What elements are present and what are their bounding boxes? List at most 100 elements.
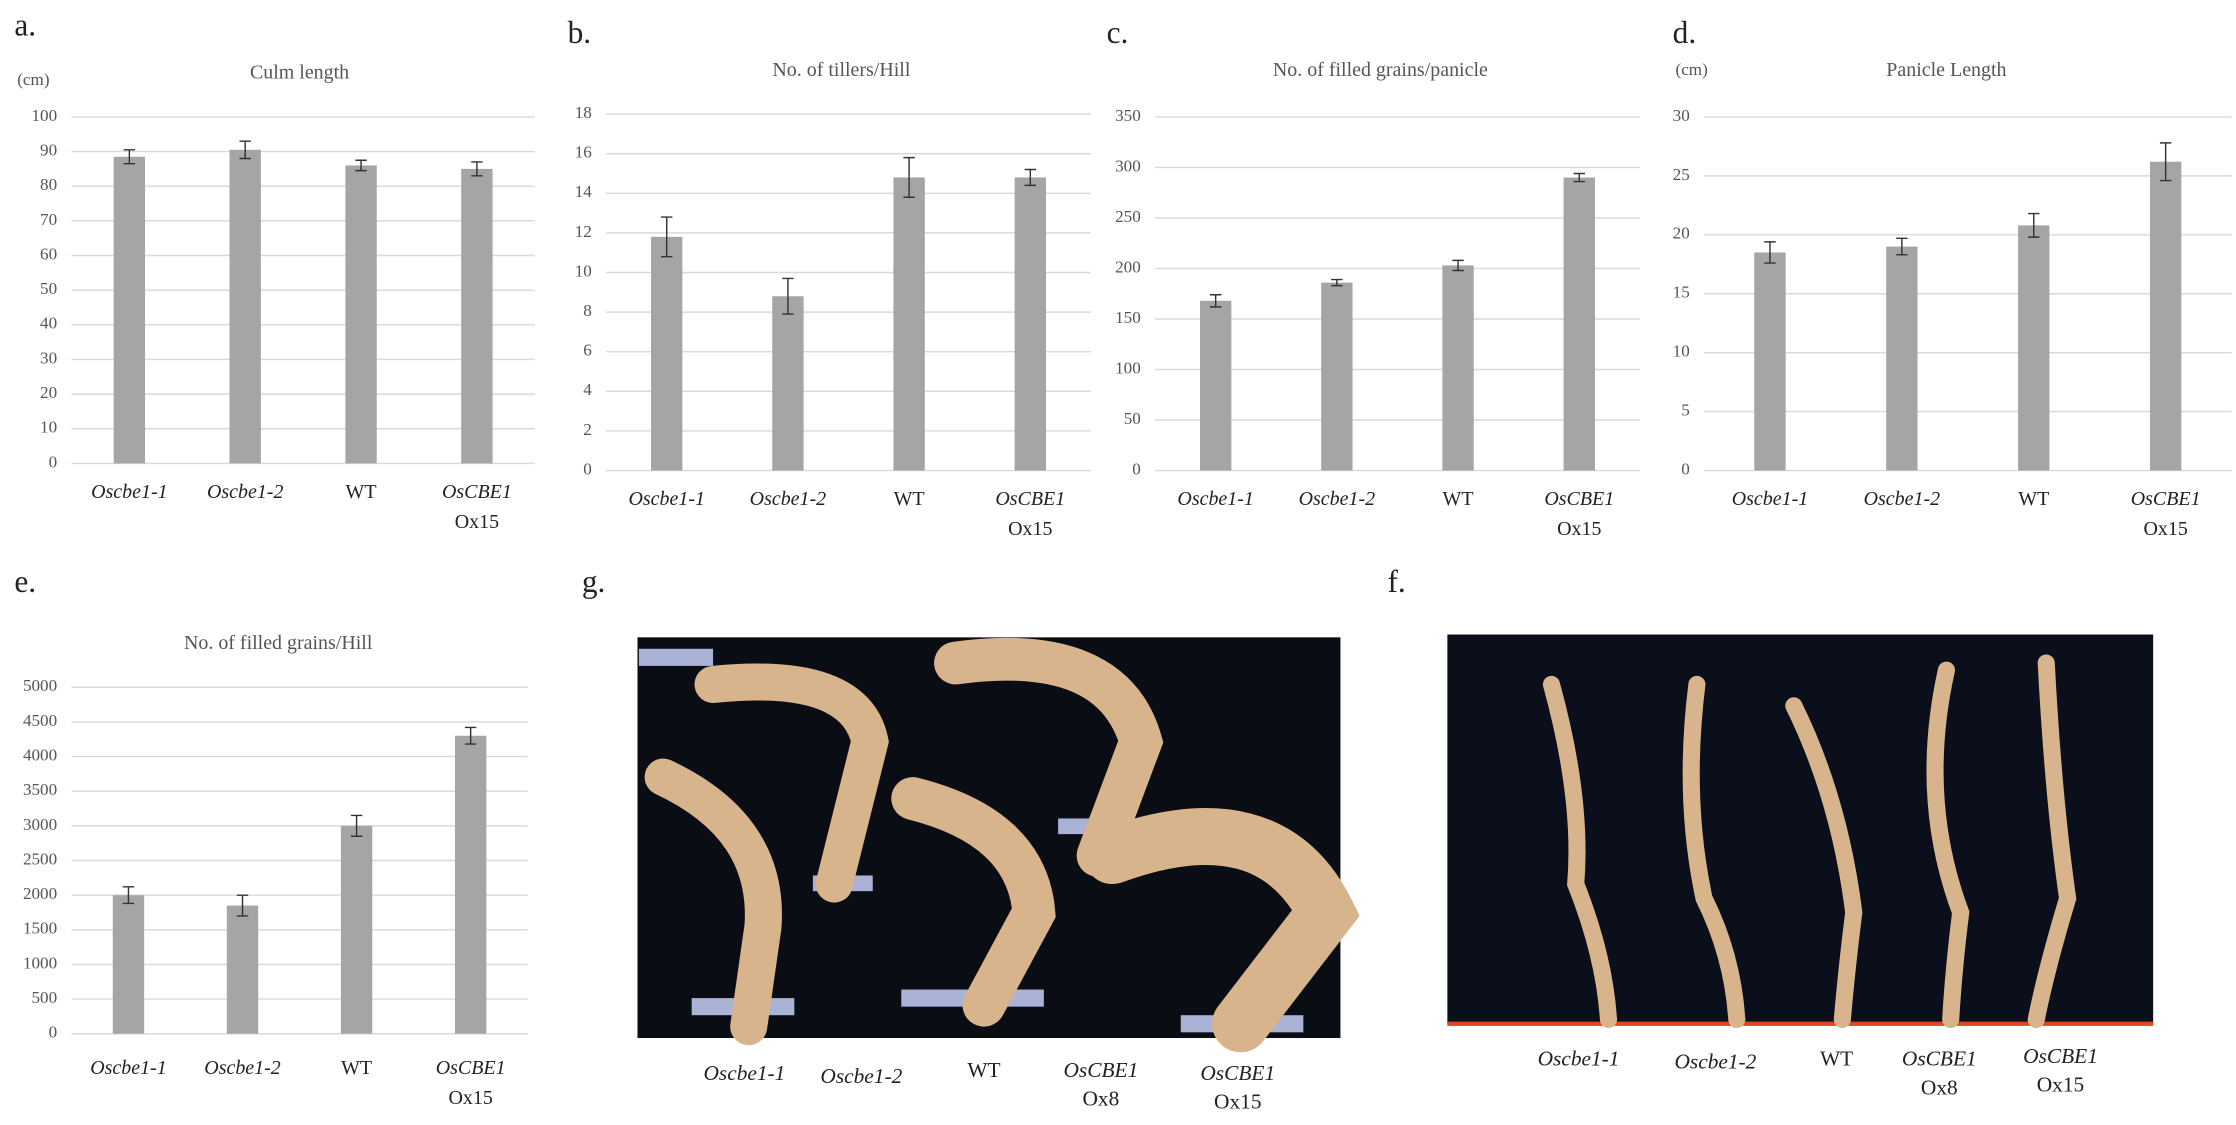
y-tick-label: 0 (1132, 459, 1141, 478)
y-unit: (cm) (17, 70, 49, 89)
error-bar (355, 159, 367, 172)
error-bar (239, 140, 251, 160)
y-tick-label: 18 (575, 103, 592, 122)
x-tick-label: WT (894, 488, 925, 510)
panicle (891, 777, 1056, 1027)
y-tick-label: 14 (575, 182, 593, 201)
y-tick-label: 10 (40, 418, 57, 437)
y-tick-label: 8 (583, 301, 592, 320)
bar (1321, 282, 1353, 471)
panicle (1083, 808, 1360, 1053)
photo-caption: Oscbe1-2 (820, 1064, 902, 1088)
y-tick-label: 200 (1115, 257, 1141, 276)
y-tick-label: 0 (583, 459, 592, 478)
panicle (694, 663, 889, 903)
error-bar (350, 814, 363, 837)
x-tick-label: Ox15 (2143, 518, 2187, 540)
y-tick-label: 0 (49, 1023, 58, 1042)
bar (1886, 246, 1918, 471)
error-bar (1024, 168, 1037, 187)
error-bar (1573, 172, 1585, 183)
photo-caption: Ox8 (1082, 1087, 1119, 1111)
y-tick-label: 4500 (23, 711, 57, 730)
bar (2018, 225, 2050, 471)
photo-caption: Ox8 (1921, 1075, 1958, 1099)
x-tick-label: Oscbe1-2 (1299, 488, 1375, 510)
y-tick-label: 250 (1115, 207, 1141, 226)
error-bar (1896, 237, 1908, 256)
error-bar (661, 216, 673, 258)
y-tick-label: 15 (1673, 283, 1690, 302)
panicle (1682, 675, 1746, 1029)
x-tick-label: Oscbe1-2 (204, 1057, 280, 1079)
panicle (1542, 675, 1618, 1029)
y-tick-label: 6 (583, 341, 592, 360)
x-tick-label: OsCBE1 (1544, 488, 1614, 510)
photo-caption: Ox15 (2037, 1072, 2084, 1096)
photo-caption: Oscbe1-1 (703, 1061, 785, 1085)
bar (651, 236, 683, 471)
photo-g (637, 637, 1360, 1053)
y-tick-label: 12 (575, 222, 592, 241)
bar (345, 165, 377, 464)
bar (1563, 177, 1595, 471)
panel-label: c. (1107, 15, 1129, 50)
x-tick-label: Oscbe1-1 (1732, 488, 1808, 510)
bar (454, 735, 487, 1034)
y-tick-label: 40 (40, 314, 57, 333)
x-tick-label: WT (1443, 488, 1474, 510)
bar (229, 149, 261, 464)
y-tick-label: 3000 (23, 815, 57, 834)
error-bar (471, 161, 483, 177)
error-bar (2159, 142, 2172, 182)
x-tick-label: Ox15 (448, 1087, 492, 1109)
y-tick-label: 2 (583, 420, 592, 439)
bar (1014, 177, 1046, 471)
photo-caption: Oscbe1-1 (1538, 1047, 1620, 1071)
x-tick-label: WT (2018, 488, 2049, 510)
error-bar (782, 277, 794, 315)
y-tick-label: 150 (1115, 308, 1141, 327)
photo-caption: OsCBE1 (1902, 1047, 1977, 1071)
y-tick-label: 0 (49, 452, 58, 471)
x-tick-label: Oscbe1-1 (91, 481, 167, 503)
x-tick-label: OsCBE1 (436, 1057, 506, 1079)
photo-background (1447, 634, 2154, 1024)
bar (1754, 252, 1786, 471)
panicle (644, 758, 782, 1046)
y-tick-label: 60 (40, 244, 57, 263)
chart-title: No. of tillers/Hill (772, 59, 910, 81)
bar (340, 825, 373, 1034)
panel-label: d. (1673, 15, 1697, 50)
error-bar (2028, 212, 2040, 238)
chart-title: Panicle Length (1886, 59, 2006, 81)
bar (226, 905, 259, 1034)
x-tick-label: Oscbe1-2 (207, 481, 283, 503)
x-tick-label: Ox15 (455, 511, 499, 533)
y-tick-label: 0 (1681, 459, 1690, 478)
x-tick-label: Oscbe1-2 (750, 488, 826, 510)
y-tick-label: 2000 (23, 884, 57, 903)
y-tick-label: 30 (1673, 106, 1690, 125)
photo-f (1447, 634, 2154, 1029)
y-tick-label: 20 (1673, 224, 1690, 243)
y-tick-label: 1000 (23, 953, 57, 972)
x-tick-label: Oscbe1-2 (1864, 488, 1940, 510)
y-tick-label: 500 (31, 988, 57, 1007)
y-tick-label: 25 (1673, 165, 1690, 184)
panel-label: f. (1387, 564, 1405, 599)
y-tick-label: 10 (575, 261, 592, 280)
y-tick-label: 50 (40, 279, 57, 298)
y-tick-label: 30 (40, 348, 57, 367)
y-tick-label: 2500 (23, 849, 57, 868)
y-tick-label: 300 (1115, 156, 1141, 175)
y-tick-label: 50 (1124, 409, 1141, 428)
y-tick-label: 1500 (23, 919, 57, 938)
chart-title: No. of filled grains/Hill (184, 632, 373, 654)
panicle (2027, 654, 2077, 1029)
y-tick-label: 5000 (23, 676, 57, 695)
photo-caption: WT (967, 1058, 1000, 1082)
error-bar (123, 149, 136, 165)
photo-caption: WT (1820, 1047, 1853, 1071)
